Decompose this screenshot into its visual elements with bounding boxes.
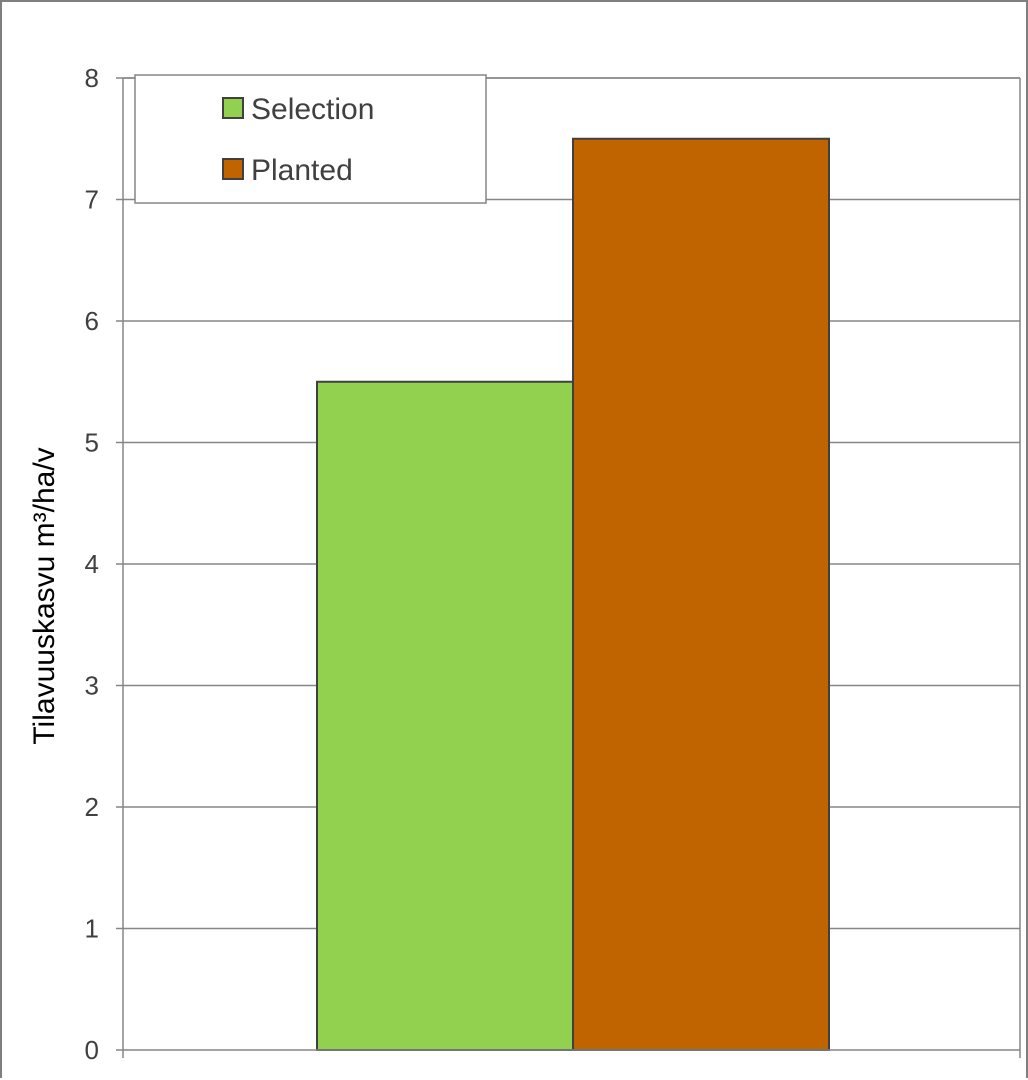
y-tick-label: 1 xyxy=(85,914,99,944)
y-tick-labels: 0 1 2 3 4 5 6 7 8 xyxy=(85,63,99,1065)
legend-box xyxy=(134,74,487,204)
y-tick-label: 0 xyxy=(85,1035,99,1065)
bars xyxy=(316,137,830,1051)
legend: Selection Planted xyxy=(134,74,487,204)
legend-swatch-planted xyxy=(222,158,244,180)
y-axis-title: Tilavuuskasvu m³/ha/v xyxy=(28,447,61,744)
bar-planted xyxy=(572,137,830,1051)
y-tick-label: 4 xyxy=(85,549,99,579)
bar-selection xyxy=(316,380,574,1051)
legend-swatch-selection xyxy=(222,97,244,119)
y-tick-label: 5 xyxy=(85,428,99,458)
y-tick-label: 3 xyxy=(85,671,99,701)
y-tick-label: 8 xyxy=(85,63,99,93)
legend-label-selection: Selection xyxy=(251,93,374,126)
y-tick-label: 7 xyxy=(85,185,99,215)
legend-label-planted: Planted xyxy=(251,154,353,187)
y-tick-label: 6 xyxy=(85,306,99,336)
y-tick-label: 2 xyxy=(85,792,99,822)
